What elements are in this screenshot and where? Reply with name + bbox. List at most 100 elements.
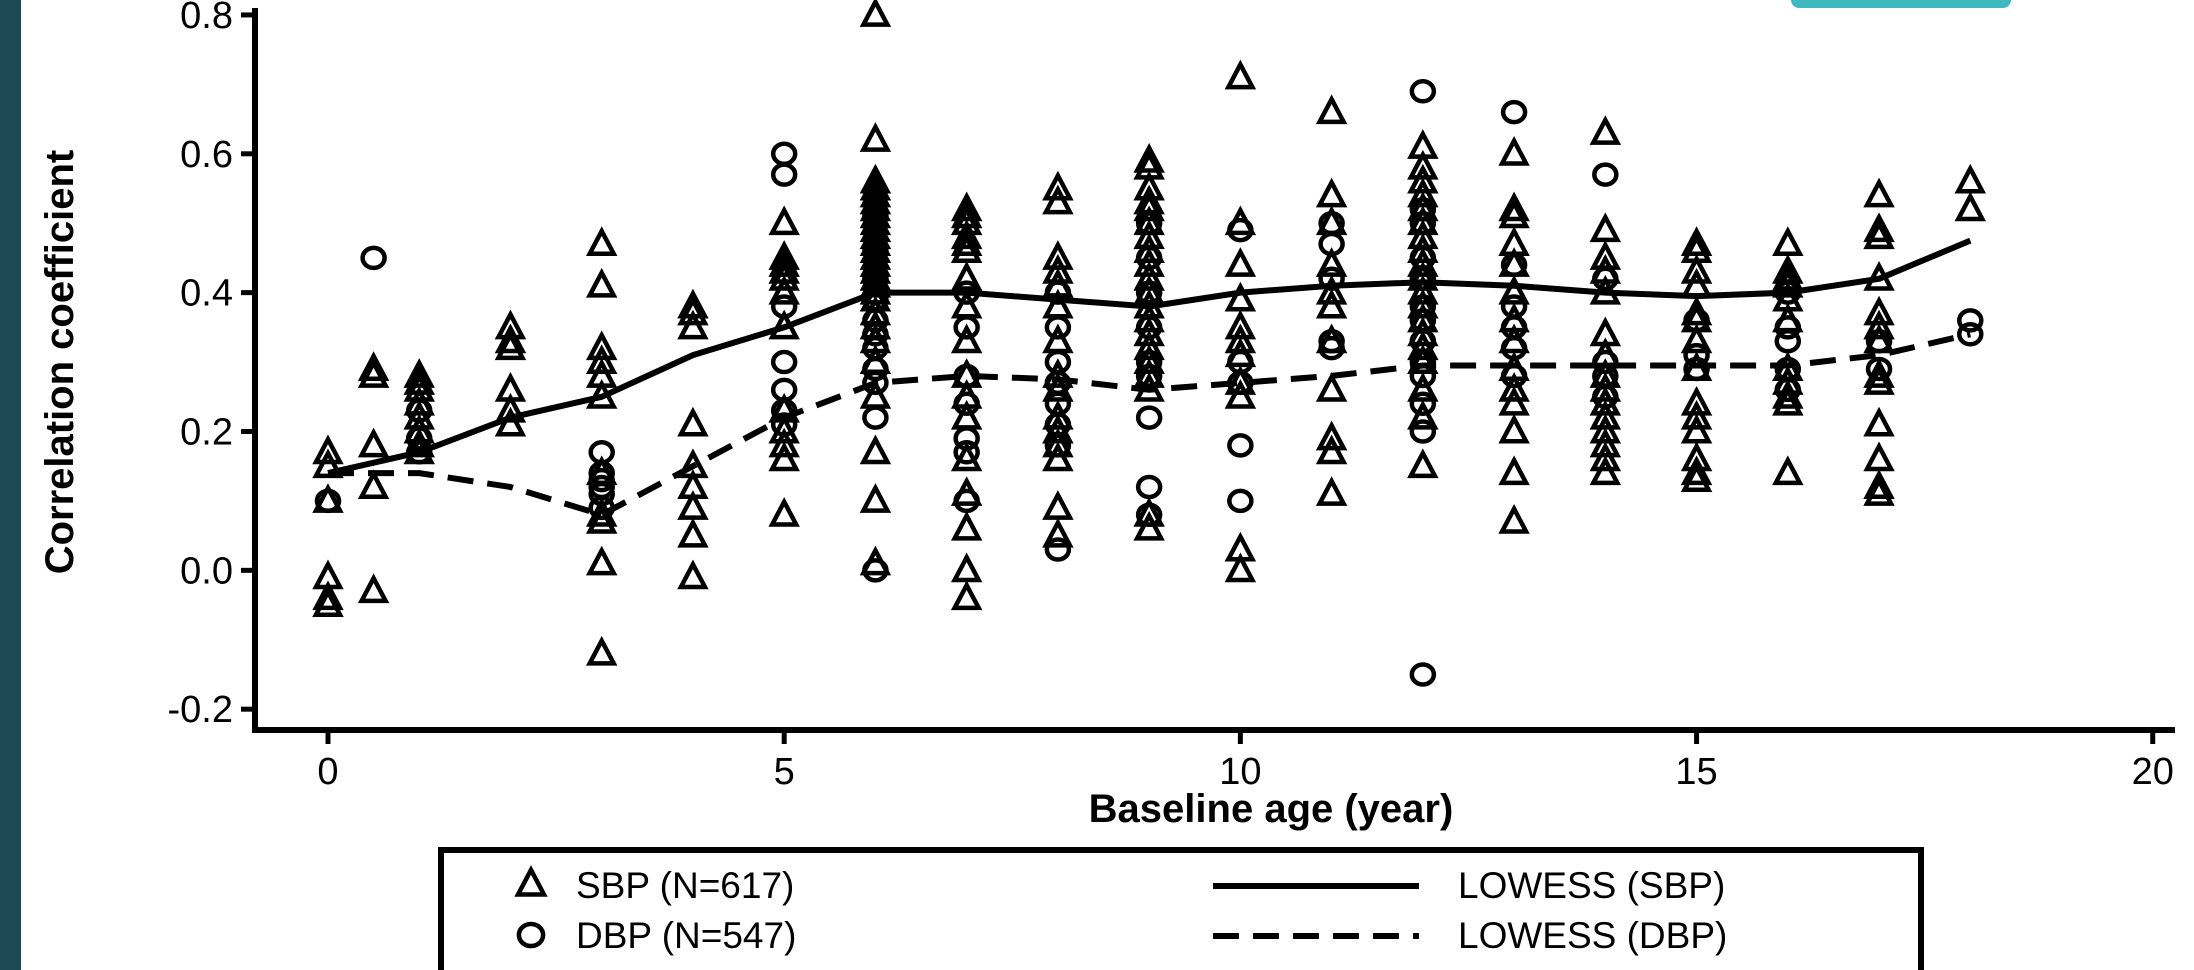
dbp-point bbox=[770, 412, 798, 437]
sbp-point bbox=[312, 587, 344, 618]
sbp-point bbox=[1224, 281, 1257, 312]
dbp-point bbox=[770, 294, 798, 319]
sbp-point bbox=[677, 559, 709, 590]
sbp-point bbox=[1863, 309, 1895, 340]
sbp-point bbox=[1589, 115, 1622, 145]
legend-circle-icon bbox=[516, 921, 546, 949]
dbp-point bbox=[588, 467, 615, 493]
sbp-point bbox=[585, 635, 618, 666]
dbp-point bbox=[1683, 342, 1710, 368]
sbp-point bbox=[357, 351, 390, 381]
sbp-point bbox=[1863, 260, 1895, 291]
dbp-point bbox=[1135, 502, 1163, 528]
dbp-point bbox=[1409, 349, 1437, 375]
dbp-point bbox=[953, 363, 980, 389]
sbp-point bbox=[312, 434, 344, 465]
dbp-point bbox=[405, 426, 433, 451]
sbp-point bbox=[585, 330, 618, 361]
sbp-point bbox=[585, 226, 618, 257]
dbp-point bbox=[953, 488, 980, 514]
sbp-point bbox=[357, 427, 390, 458]
sbp-point bbox=[1315, 288, 1348, 319]
dbp-point bbox=[1500, 335, 1528, 361]
dbp-point bbox=[1409, 363, 1437, 389]
dbp-point bbox=[1135, 474, 1163, 500]
dbp-point bbox=[1865, 356, 1893, 382]
dbp-point bbox=[862, 204, 889, 229]
sbp-point bbox=[1042, 517, 1074, 548]
sbp-point bbox=[494, 392, 527, 423]
sbp-point bbox=[1315, 94, 1348, 125]
dbp-point bbox=[770, 162, 798, 187]
sbp-point bbox=[677, 309, 709, 340]
sbp-point bbox=[1315, 177, 1348, 208]
dbp-point bbox=[770, 349, 798, 375]
dbp-point bbox=[1135, 349, 1163, 375]
sbp-point bbox=[1133, 247, 1165, 277]
sbp-point bbox=[1133, 191, 1165, 222]
dbp-point bbox=[1409, 197, 1437, 222]
sbp-point bbox=[1042, 184, 1074, 215]
dbp-point bbox=[405, 440, 433, 465]
dbp-point bbox=[1774, 328, 1802, 354]
dbp-point bbox=[1227, 433, 1254, 458]
sbp-point bbox=[1589, 212, 1622, 243]
dbp-point bbox=[862, 405, 889, 430]
sbp-point bbox=[1680, 267, 1713, 298]
sbp-point bbox=[859, 483, 892, 513]
sbp-point bbox=[1042, 413, 1074, 444]
sbp-point bbox=[1042, 170, 1074, 201]
sbp-point bbox=[1224, 59, 1257, 90]
y-tick-label: -0.2 bbox=[168, 689, 233, 731]
sbp-point bbox=[357, 358, 390, 388]
sbp-point bbox=[1863, 212, 1895, 243]
dbp-point bbox=[360, 245, 387, 271]
sbp-point bbox=[1224, 309, 1257, 340]
data-points bbox=[312, 0, 1987, 687]
dbp-point bbox=[314, 488, 342, 514]
sbp-point bbox=[1407, 399, 1439, 430]
sbp-point bbox=[1315, 420, 1348, 451]
legend-dbp-circle-icon bbox=[516, 921, 546, 949]
x-tick-label: 5 bbox=[774, 751, 795, 793]
dbp-point bbox=[1135, 280, 1163, 305]
sbp-point bbox=[950, 441, 983, 472]
dbp-point bbox=[1135, 210, 1163, 236]
sbp-point bbox=[1863, 365, 1895, 395]
sbp-point bbox=[1042, 490, 1074, 520]
dbp-point bbox=[953, 391, 980, 416]
sbp-point bbox=[403, 358, 435, 388]
axes: -0.2 0.0 0.2 0.4 0.6 0.8 0 5 10 15 20 bbox=[168, 0, 2175, 793]
dbp-point bbox=[1044, 280, 1072, 305]
dbp-point bbox=[1774, 377, 1802, 403]
y-tick-label: 0.8 bbox=[180, 0, 233, 37]
sbp-point bbox=[768, 427, 800, 458]
sbp-point bbox=[1042, 240, 1074, 270]
sbp-point bbox=[677, 517, 709, 548]
sbp-point bbox=[950, 226, 983, 257]
sbp-point bbox=[1589, 413, 1622, 444]
y-tick-label: 0.0 bbox=[180, 550, 233, 592]
sbp-point bbox=[1133, 260, 1165, 291]
sbp-point bbox=[1680, 323, 1713, 354]
dbp-point bbox=[1500, 252, 1528, 278]
sbp-point bbox=[768, 413, 800, 444]
sbp-point bbox=[1042, 441, 1074, 472]
dbp-point bbox=[1044, 433, 1072, 458]
sbp-point bbox=[1772, 226, 1804, 257]
sbp-point bbox=[312, 580, 344, 611]
sbp-point bbox=[768, 260, 800, 291]
sbp-point bbox=[1863, 469, 1895, 499]
sbp-point bbox=[357, 573, 390, 604]
sbp-point bbox=[1133, 372, 1165, 402]
sbp-point bbox=[1589, 427, 1622, 458]
dbp-point bbox=[1227, 217, 1254, 243]
sbp-point bbox=[1498, 198, 1530, 229]
sbp-point bbox=[1407, 274, 1439, 305]
dbp-point bbox=[953, 440, 980, 465]
dbp-point bbox=[1957, 322, 1984, 347]
dbp-point bbox=[862, 308, 889, 333]
sbp-point bbox=[768, 441, 800, 472]
dbp-point bbox=[1409, 79, 1437, 104]
dbp-point bbox=[1135, 315, 1163, 340]
